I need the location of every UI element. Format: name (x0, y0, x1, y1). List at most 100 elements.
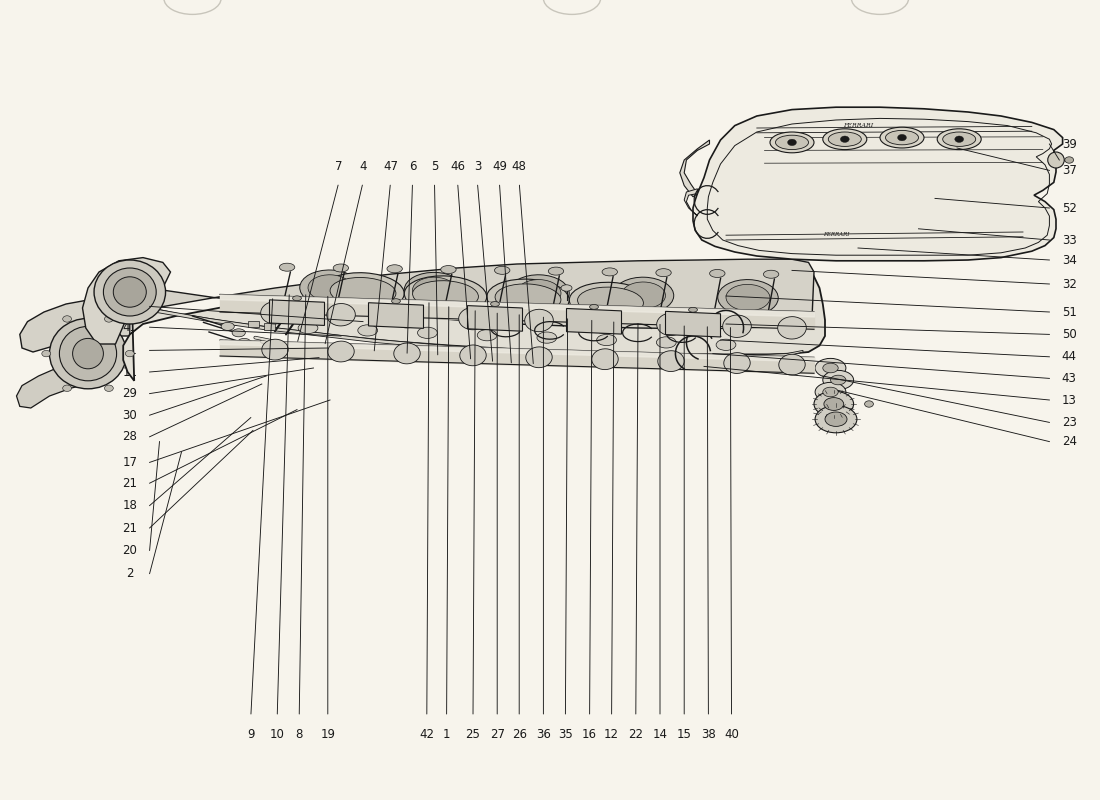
Text: 41: 41 (122, 321, 138, 334)
Ellipse shape (602, 268, 617, 276)
Text: FERRARI: FERRARI (843, 123, 873, 128)
Text: 7: 7 (336, 160, 342, 173)
Ellipse shape (590, 305, 598, 310)
Text: 43: 43 (1062, 372, 1077, 385)
Text: 1: 1 (443, 728, 450, 741)
Text: 22: 22 (628, 728, 643, 741)
Polygon shape (566, 309, 621, 334)
Text: 4: 4 (360, 160, 366, 173)
Ellipse shape (394, 343, 420, 364)
Text: 18: 18 (122, 499, 138, 512)
Text: 14: 14 (652, 728, 668, 741)
Circle shape (104, 385, 113, 391)
Text: 26: 26 (512, 728, 527, 741)
Ellipse shape (330, 278, 396, 306)
Ellipse shape (495, 266, 510, 274)
Ellipse shape (815, 406, 857, 433)
Ellipse shape (823, 129, 867, 150)
Text: 49: 49 (492, 160, 507, 173)
Text: 52: 52 (1062, 202, 1077, 214)
Ellipse shape (592, 349, 618, 370)
Ellipse shape (418, 327, 438, 338)
Ellipse shape (830, 375, 846, 385)
Ellipse shape (537, 332, 557, 343)
Text: 28: 28 (122, 430, 138, 443)
Ellipse shape (814, 391, 854, 417)
Ellipse shape (59, 326, 117, 381)
Text: 50: 50 (1062, 328, 1077, 341)
Circle shape (1065, 157, 1074, 163)
Text: 25: 25 (465, 728, 481, 741)
Ellipse shape (412, 277, 456, 304)
Ellipse shape (308, 274, 352, 302)
Ellipse shape (815, 382, 846, 402)
Ellipse shape (716, 339, 736, 350)
Polygon shape (160, 259, 814, 329)
Text: 44: 44 (1062, 350, 1077, 363)
Polygon shape (82, 258, 170, 344)
Ellipse shape (656, 269, 671, 277)
Polygon shape (680, 140, 710, 197)
Text: 32: 32 (1062, 278, 1077, 290)
Ellipse shape (491, 302, 499, 306)
Ellipse shape (73, 338, 103, 369)
Text: 38: 38 (701, 728, 716, 741)
Text: 36: 36 (536, 728, 551, 741)
Ellipse shape (770, 132, 814, 153)
Circle shape (955, 136, 964, 142)
Ellipse shape (578, 287, 644, 316)
Ellipse shape (517, 279, 561, 306)
Text: 34: 34 (1062, 254, 1077, 266)
Ellipse shape (328, 341, 354, 362)
Ellipse shape (1047, 152, 1065, 168)
Ellipse shape (718, 279, 778, 316)
Ellipse shape (262, 339, 288, 360)
Ellipse shape (937, 129, 981, 150)
Ellipse shape (591, 311, 619, 334)
Ellipse shape (828, 132, 861, 146)
Text: 37: 37 (1062, 164, 1077, 177)
Ellipse shape (723, 315, 751, 338)
Polygon shape (368, 302, 424, 328)
Circle shape (104, 316, 113, 322)
Ellipse shape (113, 277, 146, 307)
Ellipse shape (459, 307, 487, 330)
Ellipse shape (509, 274, 569, 311)
Ellipse shape (776, 135, 808, 150)
Circle shape (63, 316, 72, 322)
Text: 9: 9 (248, 728, 254, 741)
Circle shape (788, 139, 796, 146)
Text: 46: 46 (450, 160, 465, 173)
Text: 12: 12 (604, 728, 619, 741)
Polygon shape (666, 311, 720, 337)
Text: 3: 3 (474, 160, 481, 173)
Bar (264, 323, 275, 330)
Text: 35: 35 (558, 728, 573, 741)
Ellipse shape (238, 338, 251, 346)
Text: 11: 11 (122, 366, 138, 378)
Ellipse shape (825, 412, 847, 426)
Text: 17: 17 (122, 456, 138, 469)
Ellipse shape (412, 281, 478, 310)
Ellipse shape (880, 127, 924, 148)
Ellipse shape (779, 354, 805, 375)
Ellipse shape (327, 303, 355, 326)
Text: 27: 27 (490, 728, 505, 741)
Ellipse shape (298, 322, 318, 334)
Circle shape (840, 136, 849, 142)
Ellipse shape (322, 273, 404, 311)
Text: 13: 13 (1062, 394, 1077, 406)
Ellipse shape (495, 284, 561, 313)
Ellipse shape (943, 132, 976, 146)
Ellipse shape (50, 318, 127, 389)
Ellipse shape (726, 284, 770, 311)
Text: 21: 21 (122, 477, 138, 490)
Ellipse shape (763, 270, 779, 278)
Text: 33: 33 (1062, 234, 1077, 246)
Text: 20: 20 (122, 544, 138, 557)
Ellipse shape (658, 350, 684, 371)
Circle shape (42, 350, 51, 357)
Text: 6: 6 (409, 160, 416, 173)
Circle shape (125, 350, 134, 357)
Ellipse shape (823, 370, 854, 390)
